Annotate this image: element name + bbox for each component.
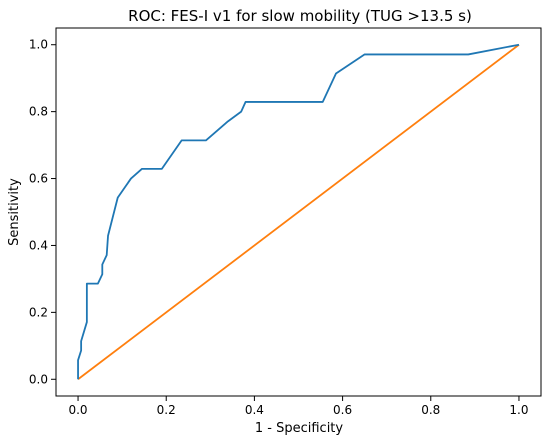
chart-title: ROC: FES-I v1 for slow mobility (TUG >13…: [128, 7, 472, 25]
x-tick-label: 0.2: [157, 403, 176, 417]
x-tick-label: 0.0: [68, 403, 87, 417]
y-tick-label: 1.0: [29, 38, 48, 52]
y-tick-label: 0.2: [29, 305, 48, 319]
axis-ticks: 0.0 0.2 0.4 0.6 0.8 1.0 0.0 0.2 0.4 0.6 0.8 1.0: [29, 38, 529, 417]
x-tick-label: 1.0: [509, 403, 528, 417]
y-tick-label: 0.6: [29, 172, 48, 186]
y-tick-label: 0.0: [29, 372, 48, 386]
plot-frame: [55, 27, 542, 397]
plot-area: [55, 27, 542, 397]
y-axis-label: Sensitivity: [7, 178, 22, 246]
x-axis-label: 1 - Specificity: [255, 421, 344, 436]
x-tick-label: 0.4: [245, 403, 264, 417]
y-tick-label: 0.8: [29, 105, 48, 119]
y-tick-label: 0.4: [29, 238, 48, 252]
series-line-1: [77, 44, 520, 380]
series-line-0: [77, 43, 520, 380]
x-tick-label: 0.8: [421, 403, 440, 417]
x-tick-label: 0.6: [333, 403, 352, 417]
